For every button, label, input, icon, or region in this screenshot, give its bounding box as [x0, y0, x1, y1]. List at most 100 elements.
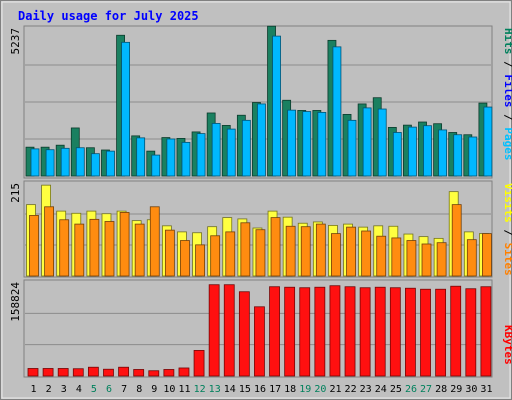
- bar-sites-day-25: [391, 237, 402, 277]
- bar-kbytes-day-4: [72, 368, 84, 377]
- x-tick-label-4: 4: [76, 384, 82, 395]
- bar-kbytes-day-3: [57, 368, 69, 377]
- x-tick-label-16: 16: [254, 384, 266, 395]
- bar-kbytes-day-10: [163, 369, 175, 377]
- bar-sites-day-9: [149, 206, 160, 277]
- bar-sites-day-31: [482, 233, 492, 277]
- x-tick-label-19: 19: [299, 384, 311, 395]
- bar-sites-day-12: [195, 244, 205, 277]
- legend-hits: Hits: [502, 28, 512, 55]
- bar-pages-day-12: [196, 133, 206, 177]
- bar-sites-day-28: [436, 242, 447, 277]
- bar-kbytes-day-2: [42, 368, 54, 377]
- bar-pages-day-27: [423, 125, 432, 177]
- x-tick-labels: 1 2 3 4 5 6 7 8 9 10 11 12 13 14 15 16 17 18 19 20 21 22 23 24 2…: [31, 384, 493, 395]
- bar-pages-day-1: [30, 148, 40, 177]
- bar-pages-day-26: [408, 126, 417, 177]
- bar-pages-day-28: [438, 129, 448, 177]
- y-max-label-kbytes: 158824: [9, 282, 22, 322]
- chart-title: Daily usage for July 2025: [18, 9, 199, 23]
- bar-pages-day-7: [121, 41, 130, 177]
- bar-pages-day-24: [377, 108, 387, 177]
- bar-pages-day-3: [60, 147, 70, 177]
- bar-pages-day-8: [136, 137, 146, 177]
- legend-hits-files-pages: Hits / Files / Pages: [502, 28, 512, 161]
- bar-kbytes-day-27: [420, 288, 431, 377]
- bar-sites-day-1: [29, 215, 39, 277]
- bar-kbytes-day-29: [450, 285, 462, 377]
- x-tick-label-26: 26: [405, 384, 417, 395]
- x-tick-label-1: 1: [31, 384, 37, 395]
- x-tick-label-28: 28: [435, 384, 447, 395]
- bar-kbytes-day-8: [133, 369, 145, 377]
- bar-kbytes-day-31: [480, 286, 492, 377]
- bar-pages-day-25: [392, 132, 402, 177]
- bar-kbytes-day-15: [238, 291, 250, 377]
- bar-pages-day-10: [166, 138, 176, 177]
- bar-sites-day-29: [451, 204, 462, 277]
- bar-kbytes-day-9: [148, 370, 160, 377]
- x-tick-label-25: 25: [390, 384, 402, 395]
- legend-sites: Sites: [502, 243, 512, 276]
- bars: [25, 25, 493, 377]
- bar-sites-day-23: [361, 230, 372, 277]
- x-tick-label-7: 7: [121, 384, 127, 395]
- bar-sites-day-13: [210, 235, 221, 277]
- x-tick-label-6: 6: [106, 384, 112, 395]
- legend-kbytes: KBytes: [502, 325, 512, 365]
- bar-kbytes-day-26: [405, 287, 416, 377]
- x-tick-label-8: 8: [136, 384, 142, 395]
- x-tick-label-22: 22: [345, 384, 357, 395]
- bar-sites-day-14: [225, 231, 236, 277]
- bar-sites-day-8: [134, 223, 145, 277]
- bar-pages-day-4: [75, 147, 85, 177]
- bar-kbytes-day-20: [314, 286, 326, 377]
- y-max-label-visits: 215: [9, 183, 22, 203]
- bar-pages-day-18: [287, 109, 297, 177]
- bar-kbytes-day-12: [193, 350, 205, 377]
- bar-sites-day-5: [89, 218, 100, 277]
- bar-sites-day-3: [59, 219, 70, 277]
- bar-kbytes-day-14: [223, 284, 235, 377]
- bar-pages-day-5: [90, 153, 100, 177]
- bar-sites-day-10: [164, 229, 175, 277]
- x-tick-label-12: 12: [194, 384, 206, 395]
- x-tick-label-29: 29: [450, 384, 462, 395]
- bar-sites-day-7: [119, 212, 130, 277]
- bar-kbytes-day-25: [389, 287, 401, 377]
- bar-kbytes-day-30: [465, 288, 477, 377]
- x-tick-label-14: 14: [224, 384, 236, 395]
- x-tick-label-20: 20: [314, 384, 326, 395]
- x-tick-label-2: 2: [46, 384, 52, 395]
- bar-sites-day-17: [270, 217, 281, 277]
- bar-kbytes-day-13: [208, 284, 220, 377]
- legend-files: Files: [502, 74, 512, 107]
- x-tick-label-23: 23: [360, 384, 372, 395]
- bar-pages-day-19: [302, 111, 312, 177]
- legend-pages: Pages: [502, 127, 512, 160]
- x-tick-label-17: 17: [269, 384, 281, 395]
- bar-sites-day-24: [376, 235, 387, 277]
- bar-kbytes-day-19: [299, 287, 311, 377]
- bar-pages-day-14: [226, 128, 236, 177]
- x-tick-label-24: 24: [375, 384, 387, 395]
- bar-kbytes-day-6: [103, 368, 114, 377]
- bar-pages-day-31: [483, 106, 493, 177]
- legend-sep-2: /: [502, 114, 512, 127]
- bar-pages-day-16: [257, 103, 266, 177]
- bar-sites-day-19: [300, 226, 311, 277]
- x-tick-label-3: 3: [61, 384, 67, 395]
- bar-sites-day-22: [346, 226, 356, 277]
- x-tick-label-18: 18: [284, 384, 296, 395]
- x-tick-label-27: 27: [420, 384, 432, 395]
- bar-sites-day-16: [255, 229, 266, 277]
- bar-kbytes-day-11: [178, 367, 190, 377]
- bar-sites-day-2: [44, 206, 54, 277]
- x-tick-label-21: 21: [329, 384, 341, 395]
- bar-sites-day-27: [421, 243, 432, 277]
- x-tick-label-9: 9: [151, 384, 157, 395]
- bar-pages-day-29: [453, 134, 463, 177]
- legend-visits: Visits: [502, 183, 512, 223]
- bar-pages-day-13: [211, 123, 221, 177]
- bar-sites-day-20: [315, 223, 326, 277]
